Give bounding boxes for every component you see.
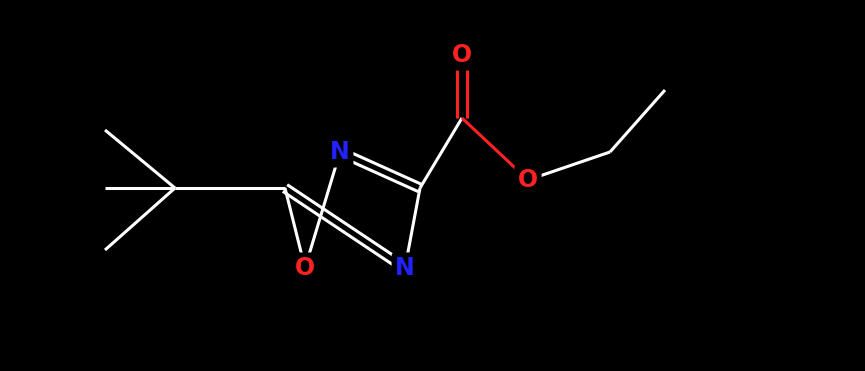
Text: N: N	[330, 140, 349, 164]
Text: O: O	[295, 256, 315, 280]
Text: N: N	[395, 256, 415, 280]
Text: O: O	[452, 43, 472, 67]
Text: O: O	[518, 168, 538, 192]
